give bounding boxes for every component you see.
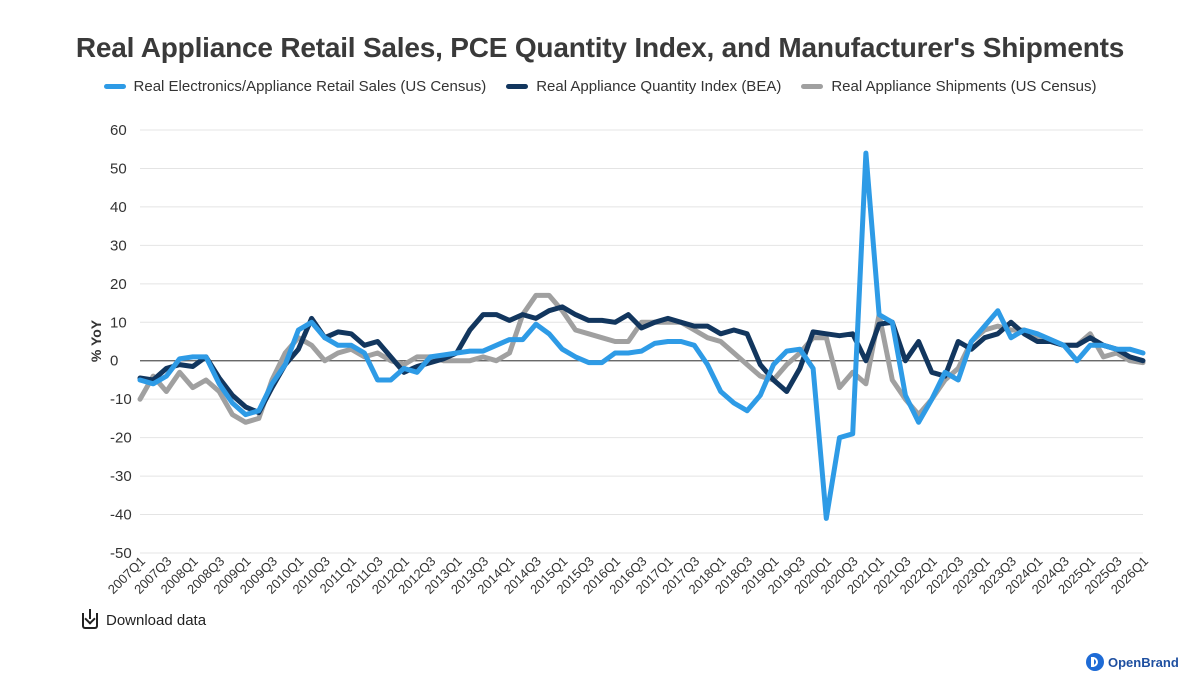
y-tick-label: 60 (110, 122, 127, 139)
y-tick-label: -30 (110, 468, 132, 485)
legend-swatch-shipments (801, 84, 824, 89)
download-data-label: Download data (106, 612, 207, 629)
y-tick-label: 20 (110, 276, 127, 293)
y-tick-label: 50 (110, 160, 127, 177)
brand-name: OpenBrand (1108, 654, 1179, 670)
legend-label-quantity-index: Real Appliance Quantity Index (BEA) (536, 78, 782, 95)
download-icon (82, 608, 98, 629)
y-tick-label: 10 (110, 314, 127, 331)
openbrand-logo-icon (1086, 653, 1104, 671)
legend-swatch-retail-sales (103, 84, 126, 89)
legend-item-retail-sales[interactable]: Real Electronics/Appliance Retail Sales … (103, 78, 487, 95)
y-tick-label: -10 (110, 391, 132, 408)
legend-swatch-quantity-index (506, 84, 529, 89)
y-tick-label: -40 (110, 507, 132, 524)
chart-legend: Real Electronics/Appliance Retail Sales … (0, 78, 1200, 95)
legend-label-shipments: Real Appliance Shipments (US Census) (831, 78, 1097, 95)
legend-label-retail-sales: Real Electronics/Appliance Retail Sales … (133, 78, 487, 95)
legend-item-quantity-index[interactable]: Real Appliance Quantity Index (BEA) (506, 78, 781, 95)
y-tick-label: -20 (110, 430, 132, 447)
download-data-button[interactable]: Download data (82, 608, 207, 629)
series-line-1 (137, 304, 1146, 416)
legend-item-shipments[interactable]: Real Appliance Shipments (US Census) (801, 78, 1096, 95)
y-axis-label: % YoY (88, 319, 104, 362)
brand-logo: OpenBrand (1086, 653, 1179, 671)
y-tick-label: 0 (110, 353, 118, 370)
series-line-0 (137, 150, 1146, 521)
y-tick-label: 40 (110, 199, 127, 216)
y-tick-label: 30 (110, 237, 127, 254)
y-tick-label: -50 (110, 545, 132, 562)
chart-title: Real Appliance Retail Sales, PCE Quantit… (75, 32, 1125, 63)
